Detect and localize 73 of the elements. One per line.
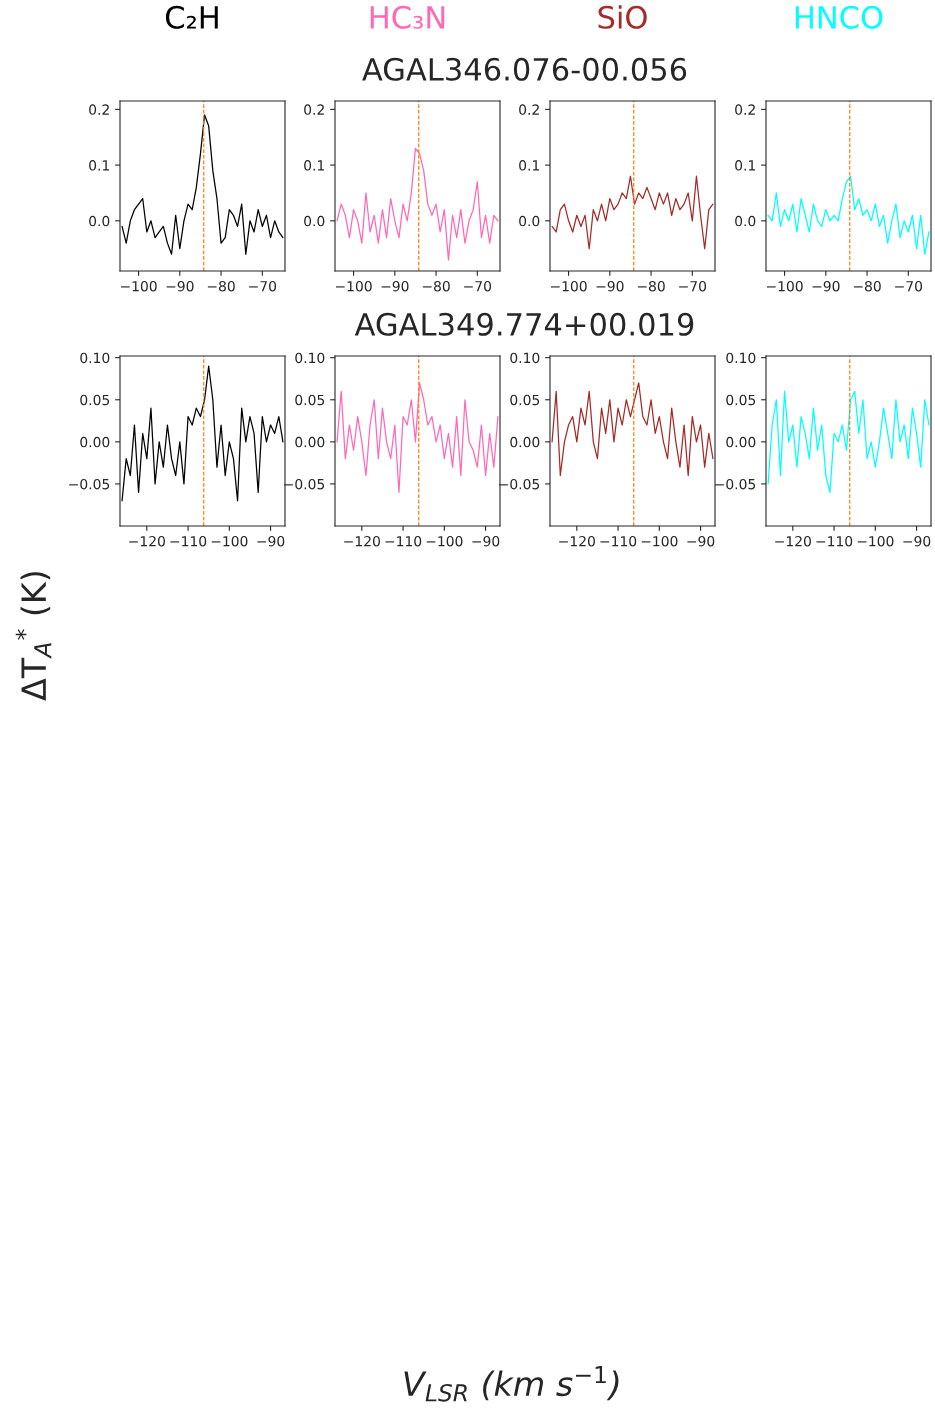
x-tick-label: −110 xyxy=(816,535,853,547)
x-tick-label: −120 xyxy=(775,535,811,547)
x-tick-label: −110 xyxy=(600,535,637,547)
chart-subtitle: AGAL349.774+00.019 xyxy=(354,312,694,336)
y-tick-label: 0.2 xyxy=(519,104,539,115)
y-tick-label: 0.00 xyxy=(295,436,325,448)
chart-title: C₂H xyxy=(165,5,218,29)
x-tick-label: −120 xyxy=(129,535,165,547)
x-tick-label: −90 xyxy=(166,280,194,292)
x-tick-label: −80 xyxy=(853,280,881,292)
y-tick-label: 0.00 xyxy=(726,436,756,448)
x-tick-label: −100 xyxy=(766,280,803,292)
x-tick-label: −100 xyxy=(550,280,587,292)
x-tick-label: −80 xyxy=(637,280,665,292)
line-series xyxy=(767,390,930,493)
y-tick-label: 0.0 xyxy=(89,215,110,227)
x-tick-label: −110 xyxy=(385,535,422,547)
y-tick-label: 0.10 xyxy=(726,352,756,364)
x-tick-label: −120 xyxy=(344,535,380,547)
x-tick-label: −100 xyxy=(335,280,372,292)
x-tick-label: −100 xyxy=(211,535,248,547)
y-tick-label: −0.05 xyxy=(69,478,110,490)
x-tick-label: −100 xyxy=(641,535,678,547)
y-tick-label: 0.2 xyxy=(304,104,324,115)
y-tick-label: 0.1 xyxy=(735,160,755,171)
x-tick-label: −90 xyxy=(903,535,931,547)
y-tick-label: 0.2 xyxy=(89,104,109,115)
y-tick-label: 0.10 xyxy=(510,352,540,364)
chart-title: SiO xyxy=(598,5,647,29)
y-tick-label: 0.00 xyxy=(510,436,540,448)
chart-subtitle: AGAL346.076-00.056 xyxy=(362,57,687,81)
x-tick-label: −90 xyxy=(812,280,840,292)
x-tick-label: −80 xyxy=(207,280,235,292)
x-tick-label: −100 xyxy=(120,280,157,292)
x-tick-label: −90 xyxy=(381,280,409,292)
x-tick-label: −110 xyxy=(170,535,207,547)
x-tick-label: −90 xyxy=(472,535,500,547)
line-series xyxy=(336,147,499,261)
x-tick-label: −90 xyxy=(596,280,624,292)
y-tick-label: 0.10 xyxy=(80,352,110,364)
x-tick-label: −100 xyxy=(857,535,894,547)
y-tick-label: 0.10 xyxy=(295,352,325,364)
x-tick-label: −100 xyxy=(426,535,463,547)
y-tick-label: 0.0 xyxy=(519,215,540,227)
chart-title: HNCO xyxy=(795,5,883,29)
x-tick-label: −70 xyxy=(679,280,707,292)
x-tick-label: −70 xyxy=(464,280,492,292)
y-axis-title: ΔT$_{A}$$^{*}$ (K) xyxy=(15,572,52,701)
x-tick-label: −80 xyxy=(422,280,450,292)
line-series xyxy=(551,175,714,250)
y-tick-label: 0.0 xyxy=(304,215,325,227)
x-tick-label: −90 xyxy=(257,535,285,547)
x-tick-label: −70 xyxy=(249,280,277,292)
line-series xyxy=(121,114,284,255)
y-tick-label: 0.2 xyxy=(735,104,755,115)
chart-title: HC₃N xyxy=(370,5,445,29)
x-tick-label: −90 xyxy=(687,535,715,547)
line-series xyxy=(551,382,714,477)
y-tick-label: 0.05 xyxy=(80,394,110,406)
y-tick-label: 0.05 xyxy=(726,394,756,406)
y-tick-label: 0.05 xyxy=(510,394,540,406)
y-tick-label: 0.0 xyxy=(735,215,756,227)
x-tick-label: −120 xyxy=(559,535,595,547)
line-series xyxy=(767,175,930,255)
y-tick-label: 0.1 xyxy=(304,160,324,171)
line-series xyxy=(336,382,499,493)
x-tick-label: −70 xyxy=(895,280,923,292)
line-series xyxy=(121,365,284,502)
x-axis-title: V$_{LSR}$ (km s$^{−1}$) xyxy=(404,1366,619,1402)
y-tick-label: 0.1 xyxy=(519,160,539,171)
y-tick-label: 0.1 xyxy=(89,160,109,171)
y-tick-label: 0.00 xyxy=(80,436,110,448)
y-tick-label: 0.05 xyxy=(295,394,325,406)
